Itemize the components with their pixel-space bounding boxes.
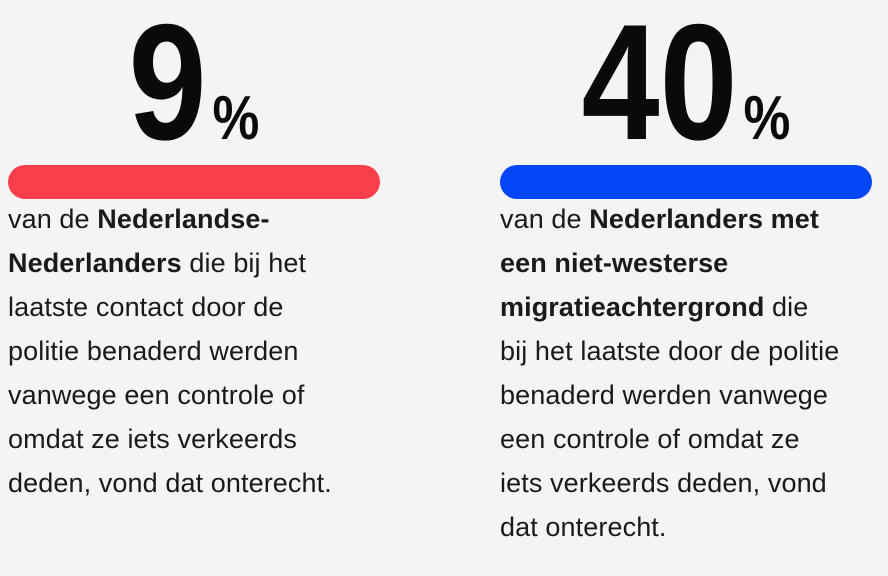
stat-value: 9 [128, 0, 207, 174]
description-suffix: die bij het laatste contact door de poli… [8, 248, 332, 498]
stat-number: 9% [36, 0, 352, 165]
description-prefix: van de [8, 204, 98, 234]
percent-sign: % [212, 84, 260, 153]
stat-card-niet-westerse-migratieachtergrond: 40% van de Nederlanders met een niet-wes… [500, 0, 872, 576]
description-group-bold: Nederlandse- Nederlanders [8, 204, 270, 278]
stat-description: van de Nederlandse- Nederlanders die bij… [8, 197, 380, 505]
percent-sign: % [743, 84, 791, 153]
stat-bar-blue [500, 165, 872, 199]
stat-description: van de Nederlanders met een niet-westers… [500, 197, 872, 549]
description-group-bold: Nederlanders met een niet-westerse migra… [500, 204, 819, 322]
description-suffix: die bij het laatste door de politie bena… [500, 292, 840, 542]
stat-value: 40 [581, 0, 738, 174]
description-prefix: van de [500, 204, 590, 234]
stat-number: 40% [528, 0, 844, 165]
stat-card-nederlandse-nederlanders: 9% van de Nederlandse- Nederlanders die … [8, 0, 380, 576]
stat-bar-red [8, 165, 380, 199]
